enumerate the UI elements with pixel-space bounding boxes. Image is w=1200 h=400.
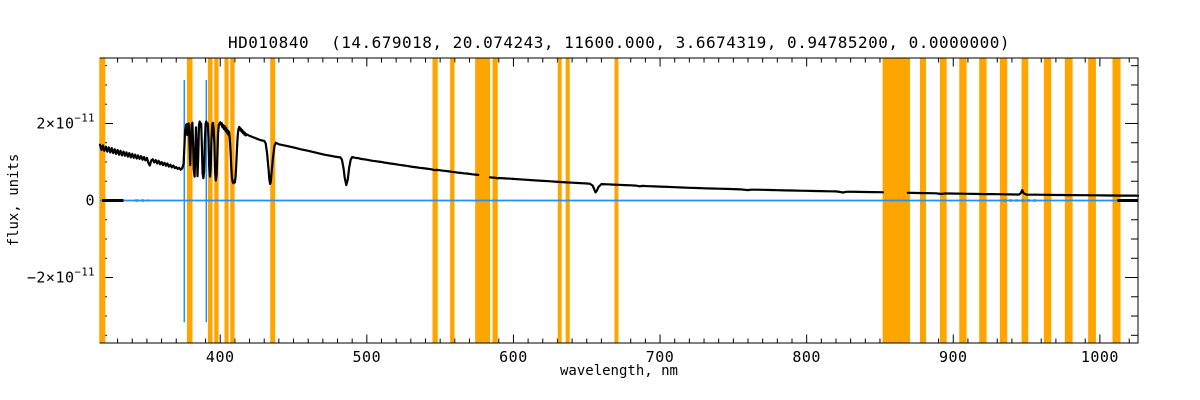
star-parameters: (14.679018, 20.074243, 11600.000, 3.6674… bbox=[331, 33, 1010, 52]
x-tick-label: 600 bbox=[499, 348, 528, 366]
x-axis-label: wavelength, nm bbox=[559, 363, 678, 379]
spectrum-line bbox=[906, 189, 1140, 197]
star-id: HD010840 bbox=[228, 33, 310, 52]
y-tick-label: 2×10−11 bbox=[36, 112, 95, 132]
y-tick-label: −2×10−11 bbox=[27, 267, 95, 287]
spectrum-line bbox=[488, 176, 885, 194]
x-tick-label: 1000 bbox=[1081, 348, 1119, 366]
y-tick-label: 0 bbox=[85, 192, 95, 210]
x-tick-label: 700 bbox=[646, 348, 675, 366]
plot-title: HD010840 (14.679018, 20.074243, 11600.000… bbox=[100, 33, 1138, 52]
x-tick-label: 900 bbox=[939, 348, 968, 366]
y-axis-label: flux, units bbox=[6, 153, 22, 247]
x-tick-label: 800 bbox=[792, 348, 821, 366]
spectrum-line bbox=[98, 120, 480, 187]
x-tick-label: 500 bbox=[353, 348, 382, 366]
x-tick-label: 400 bbox=[206, 348, 235, 366]
